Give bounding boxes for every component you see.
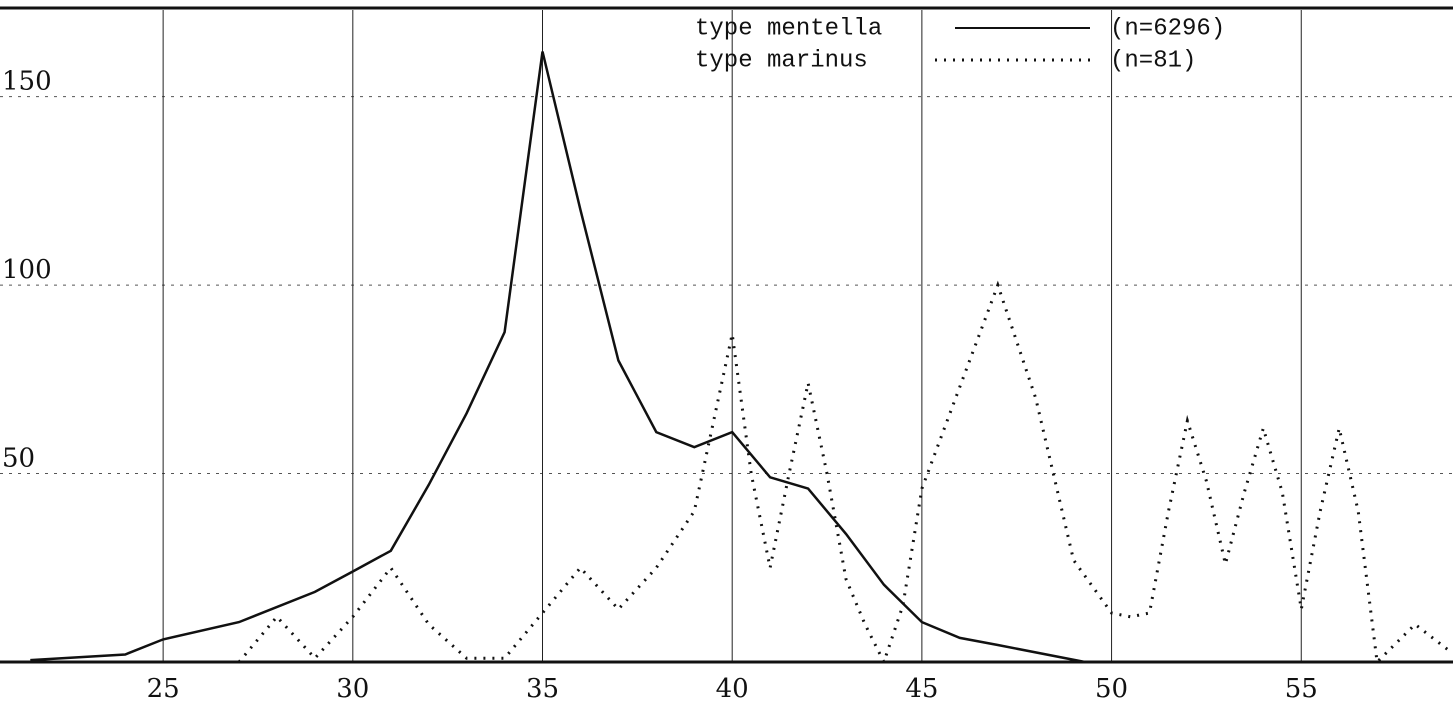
legend-label: type mentella	[695, 15, 882, 42]
x-tick-label: 30	[336, 674, 369, 704]
x-tick-label: 25	[147, 674, 180, 704]
x-tick-label: 40	[716, 674, 749, 704]
x-tick-label: 35	[526, 674, 559, 704]
legend-count: (n=81)	[1110, 47, 1196, 74]
y-tick-label: 50	[2, 444, 35, 474]
series-line	[237, 280, 1451, 666]
legend-label: type marinus	[695, 47, 868, 74]
y-tick-label: 150	[2, 67, 52, 97]
x-tick-label: 55	[1285, 674, 1318, 704]
x-tick-label: 45	[905, 674, 938, 704]
legend-count: (n=6296)	[1110, 15, 1225, 42]
y-tick-label: 100	[2, 255, 52, 285]
x-tick-label: 50	[1095, 674, 1128, 704]
series-line	[30, 51, 1086, 664]
